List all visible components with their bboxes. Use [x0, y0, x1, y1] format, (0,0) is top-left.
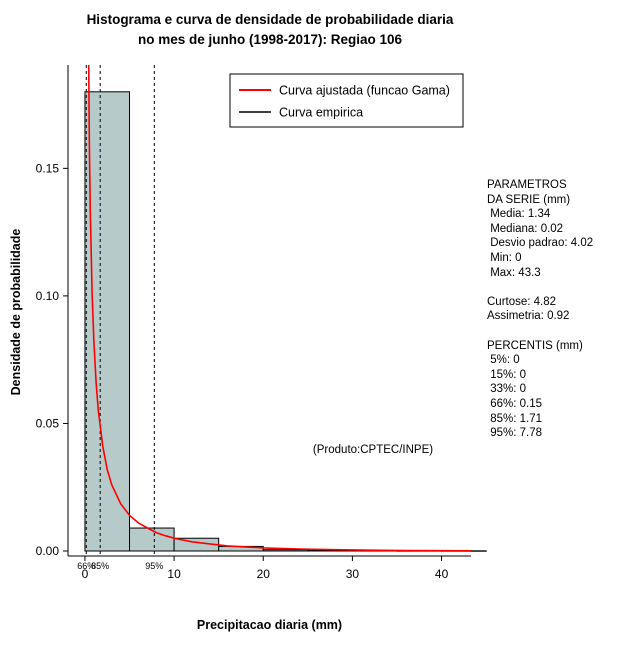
- x-tick-label: 20: [257, 567, 271, 581]
- chart-title: Histograma e curva de densidade de proba…: [0, 10, 540, 50]
- stats-line: PARAMETROS: [487, 179, 567, 191]
- stats-line: Max: 43.3: [487, 266, 541, 279]
- legend-box: [229, 73, 464, 128]
- stats-line: DA SERIE (mm): [487, 193, 571, 206]
- stats-line: Min: 0: [487, 251, 522, 264]
- histogram-bar: [129, 527, 175, 552]
- legend-label: Curva empirica: [279, 106, 363, 120]
- stats-line: Mediana: 0.02: [487, 222, 564, 235]
- chart-title-line2: no mes de junho (1998-2017): Regiao 106: [137, 32, 403, 47]
- histogram-bar: [84, 91, 131, 552]
- y-tick-label: 0.05: [36, 416, 60, 430]
- stats-line: [487, 280, 593, 295]
- stats-panel: PARAMETROS DA SERIE (mm) Media: 1.34 Medi…: [487, 178, 593, 441]
- x-tick-label: 10: [167, 567, 181, 581]
- percentile-label: 85%: [91, 561, 109, 571]
- histogram-bar: [262, 549, 309, 552]
- stats-line: Media: 1.34: [487, 208, 551, 221]
- stats-line: 15%: 0: [487, 368, 526, 381]
- stats-line: 33%: 0: [487, 383, 526, 396]
- x-tick-label: 0: [82, 567, 89, 581]
- stats-line: 5%: 0: [487, 354, 520, 367]
- stats-line: [487, 324, 593, 339]
- x-axis-title: Precipitacao diaria (mm): [196, 618, 343, 632]
- x-tick-label: 40: [435, 567, 449, 581]
- product-annotation: (Produto:CPTEC/INPE): [312, 444, 434, 456]
- percentile-label: 95%: [145, 561, 163, 571]
- stats-line: Desvio padrao: 4.02: [487, 237, 594, 250]
- y-axis-title: Densidade de probabilidade: [9, 228, 23, 396]
- stats-line: Curtose: 4.82: [487, 295, 557, 308]
- chart-title-line1: Histograma e curva de densidade de proba…: [86, 12, 454, 27]
- legend-label: Curva ajustada (funcao Gama): [279, 84, 450, 98]
- y-tick-label: 0.00: [36, 544, 60, 558]
- gamma-curve: [87, 65, 471, 552]
- stats-line: 85%: 1.71: [487, 412, 542, 425]
- stats-line: 95%: 7.78: [487, 427, 542, 440]
- y-tick-label: 0.15: [36, 161, 60, 175]
- stats-line: PERCENTIS (mm): [487, 339, 583, 352]
- stats-line: Assimetria: 0.92: [487, 310, 570, 323]
- y-tick-label: 0.10: [36, 289, 60, 303]
- x-tick-label: 30: [346, 567, 360, 581]
- percentile-label: 66%: [77, 561, 95, 571]
- stats-line: 66%: 0.15: [487, 397, 542, 410]
